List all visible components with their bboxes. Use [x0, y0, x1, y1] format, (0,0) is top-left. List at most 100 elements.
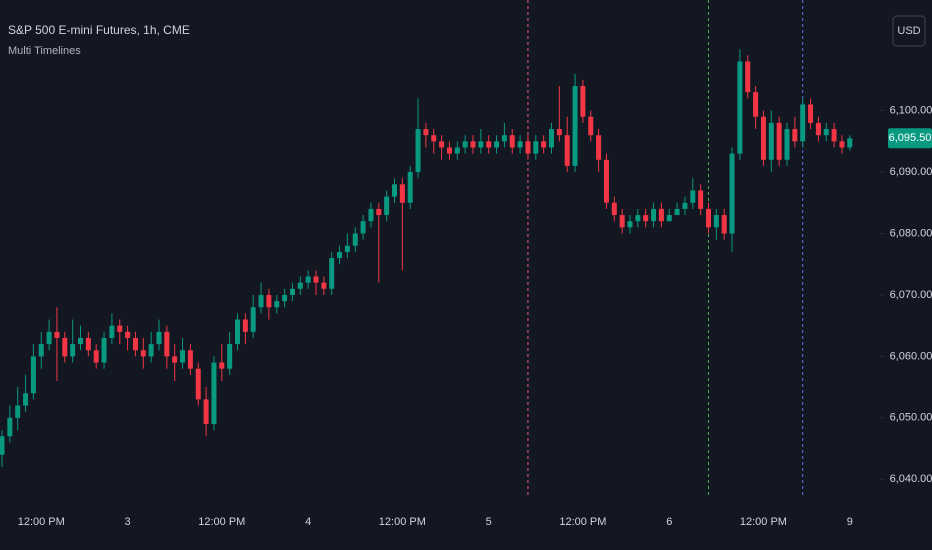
- candle-body: [227, 344, 233, 369]
- candle-body: [384, 196, 390, 216]
- candle-body: [509, 135, 515, 148]
- candle-body: [156, 331, 162, 345]
- y-tick-label: 6,090.00: [890, 166, 932, 178]
- candle-body: [274, 301, 280, 308]
- x-tick-label: 6: [666, 516, 672, 528]
- candle-body: [164, 331, 170, 357]
- candle-body: [46, 331, 52, 345]
- candle-body: [815, 122, 821, 136]
- candle-body: [446, 147, 452, 154]
- x-tick-label: 5: [486, 516, 492, 528]
- candle-body: [211, 362, 217, 424]
- candle-body: [611, 202, 617, 216]
- candle-body: [148, 344, 154, 357]
- candle-body: [808, 104, 814, 123]
- candle-body: [282, 294, 288, 302]
- candle-body: [596, 135, 602, 160]
- candle-body: [776, 122, 782, 160]
- candle-body: [439, 141, 445, 148]
- candle-body: [486, 141, 492, 148]
- candle-body: [54, 331, 60, 338]
- candle-body: [313, 276, 319, 283]
- candle-body: [93, 350, 99, 363]
- candle-body: [140, 350, 146, 357]
- candle-body: [203, 399, 209, 424]
- candle-body: [15, 405, 21, 418]
- x-tick-label: 9: [847, 516, 853, 528]
- candle-body: [713, 215, 719, 228]
- candle-body: [737, 61, 743, 154]
- candle-body: [258, 294, 264, 308]
- candle-body: [250, 307, 256, 332]
- candle-body: [431, 135, 437, 142]
- candle-body: [588, 116, 594, 136]
- candle-body: [501, 135, 507, 142]
- candle-body: [619, 215, 625, 228]
- candle-body: [627, 221, 633, 228]
- candle-body: [753, 92, 759, 117]
- candle-body: [729, 153, 735, 234]
- candle-body: [525, 141, 531, 154]
- candle-body: [376, 208, 382, 216]
- candle-body: [643, 215, 649, 222]
- x-tick-label: 4: [305, 516, 311, 528]
- y-tick-label: 6,100.00: [890, 105, 932, 117]
- candle-body: [745, 61, 751, 93]
- candle-body: [85, 337, 91, 351]
- candle-body: [399, 184, 405, 203]
- candle-body: [30, 356, 36, 394]
- last-price-label: 6,095.50: [889, 132, 932, 144]
- candle-body: [219, 362, 225, 369]
- candle-body: [360, 221, 366, 234]
- x-tick-label: 12:00 PM: [559, 516, 606, 528]
- candle-body: [352, 233, 358, 246]
- last-price-tag: [888, 128, 932, 149]
- x-tick-label: 12:00 PM: [198, 516, 245, 528]
- candle-body: [690, 190, 696, 203]
- candle-body: [533, 141, 539, 154]
- candle-body: [235, 319, 240, 345]
- currency-button[interactable]: [892, 15, 926, 47]
- candle-body: [344, 245, 350, 252]
- candle-body: [392, 184, 397, 197]
- y-tick-label: 6,080.00: [890, 227, 932, 239]
- candle-body: [415, 129, 421, 173]
- candle-body: [305, 276, 311, 283]
- candle-body: [549, 129, 554, 148]
- candle-body: [698, 190, 704, 209]
- y-tick-label: 6,060.00: [890, 350, 932, 362]
- candle-body: [329, 258, 335, 289]
- candle-body: [187, 350, 193, 369]
- x-tick-label: 12:00 PM: [740, 516, 787, 528]
- candle-body: [180, 350, 186, 363]
- candle-body: [242, 319, 248, 332]
- candle-body: [132, 337, 138, 351]
- candle-body: [321, 282, 327, 289]
- candle-body: [494, 141, 500, 148]
- candle-body: [792, 129, 798, 142]
- candle-body: [760, 116, 766, 160]
- candle-body: [70, 344, 76, 357]
- candle-body: [556, 129, 562, 136]
- chart-title: S&P 500 E-mini Futures, 1h, CME: [8, 23, 190, 37]
- candle-body: [289, 288, 295, 295]
- candle-body: [768, 122, 774, 160]
- indicator-name: Multi Timelines: [8, 45, 81, 57]
- candle-body: [564, 135, 570, 166]
- candle-body: [62, 337, 68, 357]
- x-tick-label: 3: [125, 516, 131, 528]
- candle-body: [580, 86, 586, 117]
- candle-body: [682, 202, 688, 209]
- plot-area: [0, 0, 884, 496]
- candle-body: [706, 208, 711, 228]
- candle-body: [823, 129, 829, 136]
- candle-body: [172, 356, 178, 363]
- candle-body: [478, 141, 484, 148]
- candle-body: [368, 208, 374, 222]
- y-tick-label: 6,050.00: [890, 412, 932, 424]
- x-tick-label: 12:00 PM: [379, 516, 426, 528]
- candle-body: [517, 141, 523, 148]
- currency-label[interactable]: USD: [897, 25, 920, 37]
